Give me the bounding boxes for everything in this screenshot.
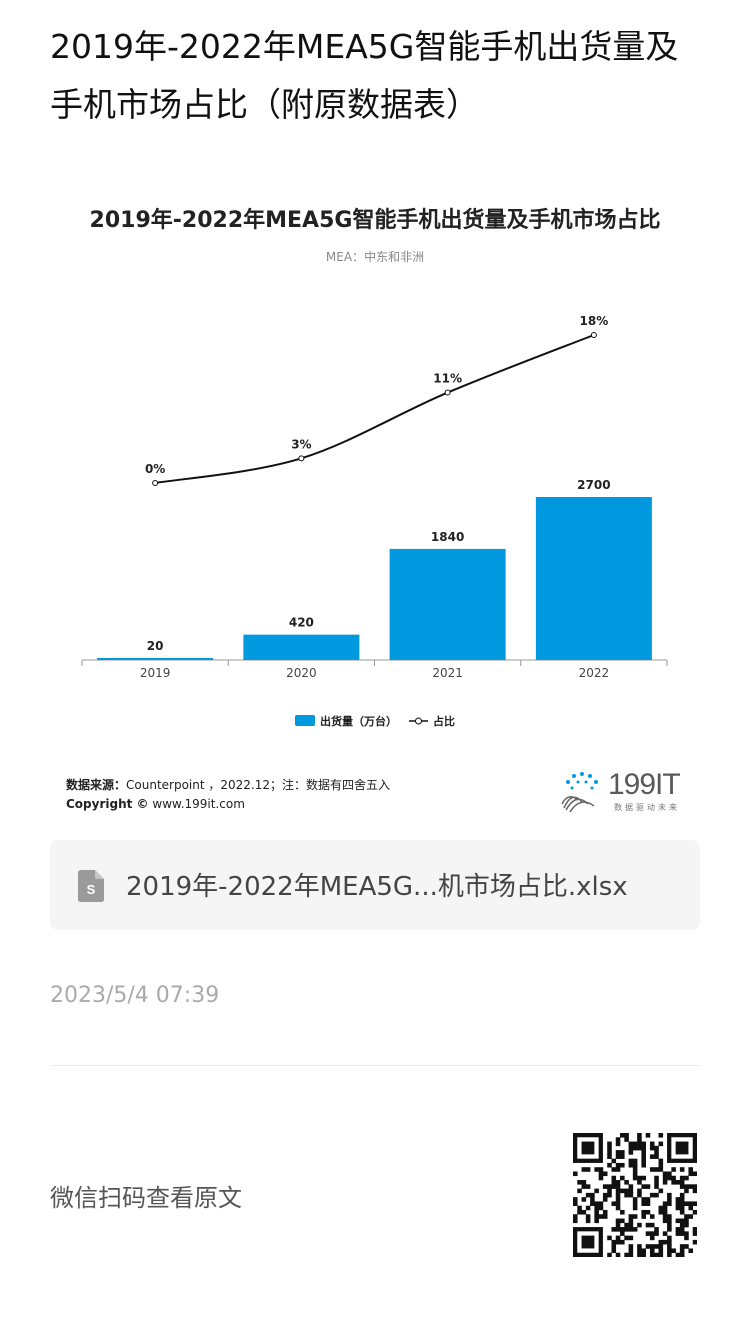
x-tick-label: 2019 xyxy=(140,666,171,680)
x-tick-label: 2020 xyxy=(286,666,317,680)
share-value-label: 11% xyxy=(433,372,462,386)
attachment-file-name[interactable]: 2019年-2022年MEA5G...机市场占比.xlsx xyxy=(126,872,628,902)
share-point-2020 xyxy=(298,455,305,462)
chart-copyright: Copyright © www.199it.com xyxy=(66,797,245,811)
199it-logo: 199IT 数据驱动未来 xyxy=(558,768,698,816)
legend-line-label: 占比 xyxy=(433,714,455,728)
article-title: 2019年-2022年MEA5G智能手机出货量及手机市场占比（附原数据表） xyxy=(50,27,679,124)
qr-hint-text: 微信扫码查看原文 xyxy=(50,1184,242,1212)
divider xyxy=(50,1065,700,1066)
source-label: 数据来源： xyxy=(66,778,127,792)
bar-2021 xyxy=(389,548,506,660)
share-point-2019 xyxy=(152,480,159,486)
share-value-label: 3% xyxy=(291,437,311,451)
logo-tagline: 数据驱动未来 xyxy=(614,803,680,812)
bar-2019 xyxy=(97,658,214,660)
copyright-label: Copyright © xyxy=(66,797,149,811)
source-text: Counterpoint ，2022.12；注：数据有四舍五入 xyxy=(126,778,391,792)
logo-mark-icon xyxy=(561,772,598,813)
chart-image: 20 2019 420 2020 1840 2021 2700 2022 0% 3% 11% 18% 出… xyxy=(0,190,750,830)
svg-text:S: S xyxy=(87,882,96,897)
chart-subtitle: MEA：中东和非洲 xyxy=(325,250,425,264)
share-line xyxy=(154,334,595,484)
chart-title: 2019年-2022年MEA5G智能手机出货量及手机市场占比 xyxy=(89,208,661,233)
qr-code-icon[interactable] xyxy=(573,1133,697,1257)
copyright-text: www.199it.com xyxy=(152,797,245,811)
share-value-label: 0% xyxy=(145,462,165,476)
bar-2020 xyxy=(243,634,360,660)
bar-value-label: 20 xyxy=(147,639,164,653)
share-point-2021 xyxy=(444,389,451,396)
logo-text: 199IT xyxy=(608,768,681,801)
x-tick-label: 2022 xyxy=(579,666,610,680)
x-tick-label: 2021 xyxy=(432,666,463,680)
bar-value-label: 2700 xyxy=(577,478,610,492)
bar-2022 xyxy=(535,497,652,660)
share-value-label: 18% xyxy=(580,314,609,328)
spreadsheet-file-icon: S xyxy=(78,870,104,902)
attachment-card[interactable]: S 2019年-2022年MEA5G...机市场占比.xlsx xyxy=(50,840,700,930)
bar-value-label: 1840 xyxy=(431,530,464,544)
share-point-2022 xyxy=(590,332,597,338)
bar-value-label: 420 xyxy=(289,616,314,630)
legend-line-marker xyxy=(415,717,422,725)
legend-bar-label: 出货量（万台） xyxy=(320,714,397,728)
chart-source: 数据来源：Counterpoint ，2022.12；注：数据有四舍五入 xyxy=(66,776,390,793)
chart-svg: 20 2019 420 2020 1840 2021 2700 2022 0% 3% 11% 18% 出… xyxy=(81,314,668,728)
post-date: 2023/5/4 07:39 xyxy=(50,983,220,1008)
legend-bar-swatch xyxy=(295,715,315,726)
